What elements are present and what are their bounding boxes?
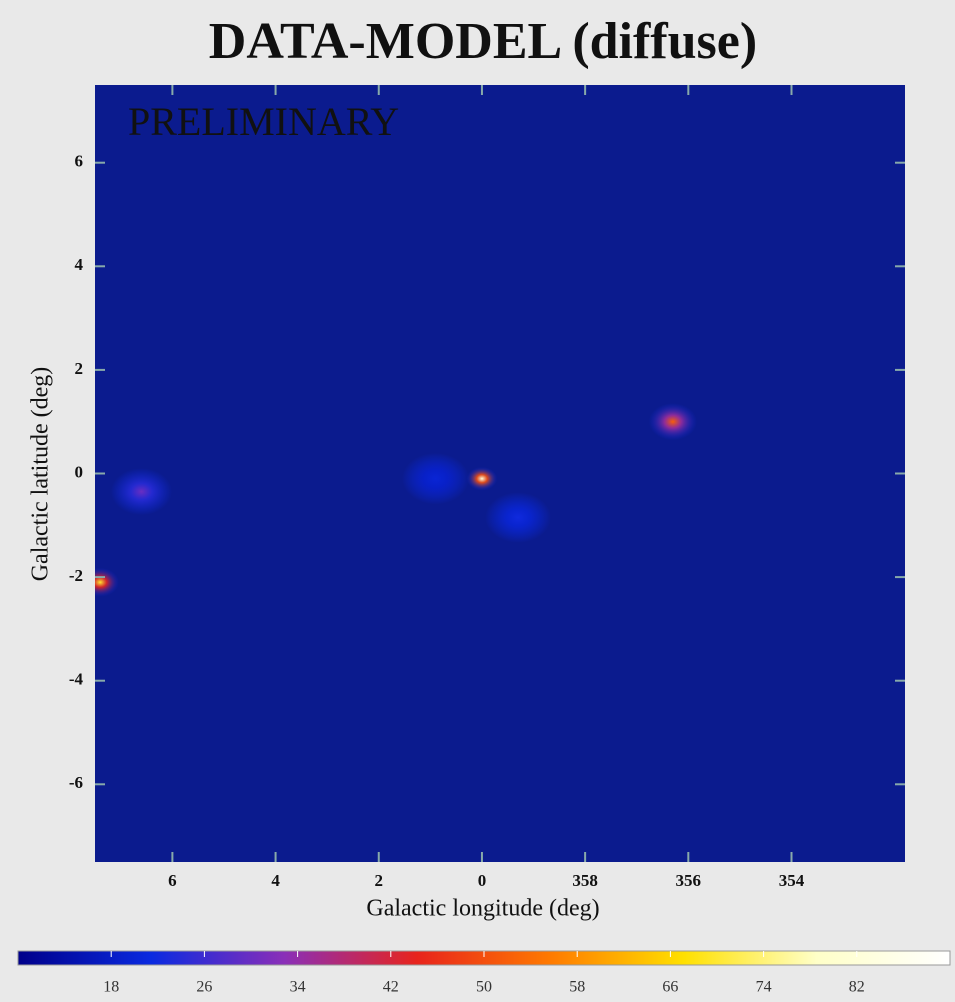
colorbar-tick-label: 74 — [756, 979, 772, 996]
colorbar-tick-label: 66 — [662, 979, 678, 996]
x-tick-label: 0 — [478, 871, 487, 890]
colorbar-tick-label: 26 — [196, 979, 212, 996]
y-tick-label: 2 — [75, 359, 84, 378]
y-tick-label: -6 — [69, 773, 83, 792]
y-tick-label: 0 — [75, 462, 84, 481]
x-tick-label: 2 — [375, 871, 384, 890]
colorbar-tick-label: 34 — [290, 979, 306, 996]
chart-title: DATA-MODEL (diffuse) — [209, 13, 757, 70]
y-tick-label: -4 — [69, 670, 84, 689]
colorbar-tick-label: 82 — [849, 979, 865, 996]
x-tick-label: 356 — [676, 871, 702, 890]
x-tick-label: 358 — [572, 871, 598, 890]
chart: DATA-MODEL (diffuse) PRELIMINARY Galacti… — [0, 0, 955, 1002]
x-tick-label: 6 — [168, 871, 177, 890]
source — [467, 467, 498, 491]
y-tick-label: -2 — [69, 566, 83, 585]
y-axis-label: Galactic latitude (deg) — [28, 367, 54, 582]
source — [649, 403, 697, 440]
colorbar-tick-label: 18 — [103, 979, 119, 996]
source — [81, 568, 119, 597]
colorbar-tick-label: 42 — [383, 979, 399, 996]
x-tick-label: 4 — [271, 871, 280, 890]
source — [402, 453, 469, 505]
colorbar-tick-label: 50 — [476, 979, 492, 996]
colorbar-tick-label: 58 — [569, 979, 585, 996]
source — [111, 468, 172, 515]
y-tick-label: 6 — [75, 152, 84, 171]
source — [485, 492, 551, 543]
plot-area — [95, 85, 905, 862]
y-tick-label: 4 — [75, 255, 84, 274]
x-axis-label: Galactic longitude (deg) — [366, 896, 599, 922]
annotation: PRELIMINARY — [128, 99, 399, 144]
x-tick-label: 354 — [779, 871, 805, 890]
